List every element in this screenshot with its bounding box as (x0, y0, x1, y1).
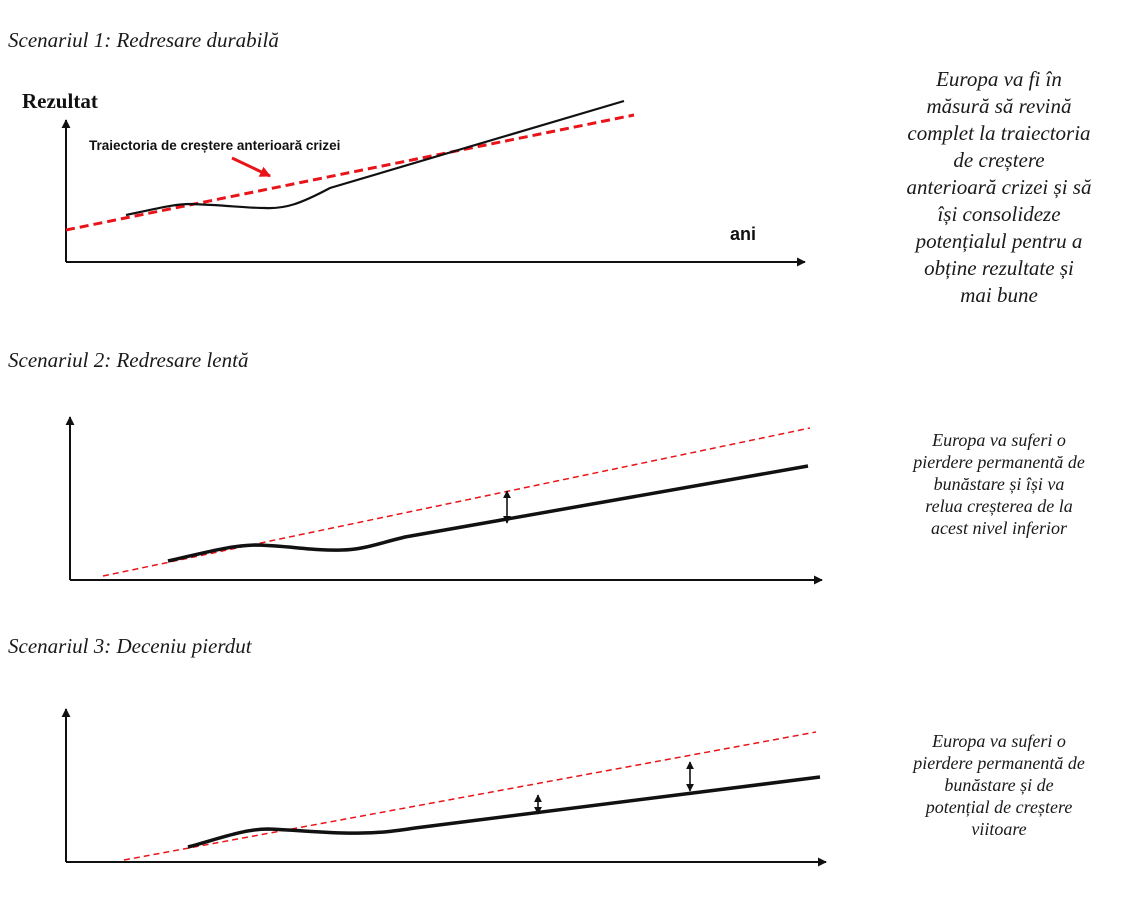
scenario-3-chart (61, 708, 827, 867)
scenario-1-chart: Rezultat Traiectoria de creștere anterio… (22, 89, 806, 267)
scenario-2-chart (65, 416, 823, 585)
scenario-1-pre-crisis-trend-line (65, 113, 635, 232)
scenario-2-output-line (167, 464, 809, 563)
scenario-1-title: Scenariul 1: Redresare durabilă (8, 28, 279, 52)
scenario-2-title: Scenariul 2: Redresare lentă (8, 348, 249, 372)
scenario-2-pre-crisis-trend-line (102, 427, 811, 577)
scenario-1-annotation-arrow (231, 156, 271, 178)
scenario-3-pre-crisis-trend-line (123, 731, 817, 861)
scenario-1-description: Europa va fi în măsură să revină complet… (906, 67, 1092, 307)
scenario-1-output-line (125, 99, 625, 217)
scenario-3-description: Europa va suferi o pierdere permanentă d… (913, 731, 1085, 839)
scenario-1-y-axis-label: Rezultat (22, 89, 98, 113)
scenario-3-output-line (187, 775, 821, 849)
scenario-1-x-axis-label: ani (730, 224, 756, 244)
scenario-3-title: Scenariul 3: Deceniu pierdut (8, 634, 252, 658)
scenario-1-annotation-label: Traiectoria de creștere anterioară crize… (89, 138, 340, 153)
scenario-2-description: Europa va suferi o pierdere permanentă d… (913, 430, 1085, 538)
